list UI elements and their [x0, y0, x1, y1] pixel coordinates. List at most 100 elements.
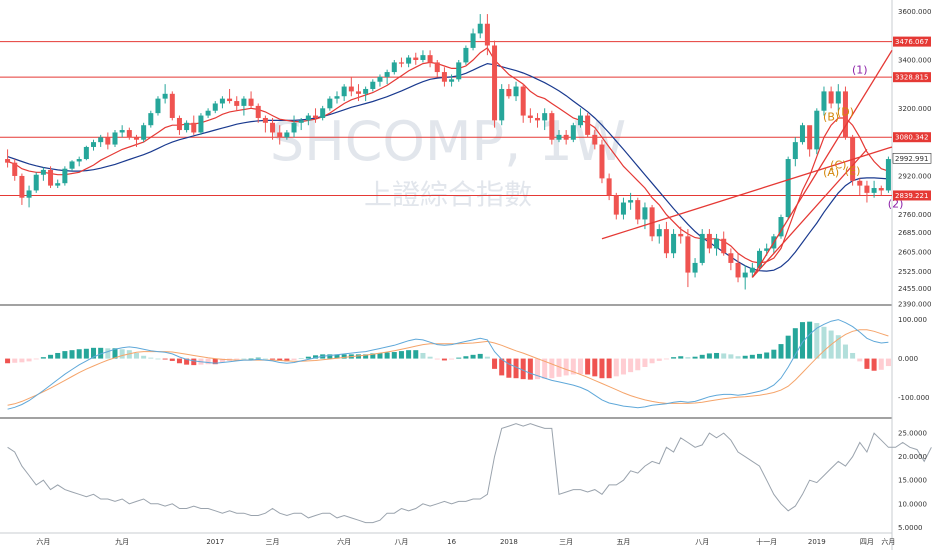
- macd-histogram-bar: [685, 357, 691, 359]
- macd-histogram-bar: [62, 351, 68, 359]
- trend-line: [751, 49, 893, 278]
- macd-histogram-bar: [492, 358, 498, 369]
- time-tick-label: 六月: [36, 537, 50, 546]
- macd-histogram-bar: [112, 348, 118, 359]
- macd-histogram-bar: [5, 358, 11, 364]
- macd-histogram-bar: [878, 358, 884, 370]
- candle: [527, 115, 533, 118]
- macd-histogram-bar: [248, 358, 254, 360]
- candle: [721, 238, 727, 254]
- candle: [112, 132, 118, 145]
- macd-histogram-bar: [284, 358, 290, 362]
- macd-histogram-bar: [26, 358, 32, 362]
- price-tick-label: 2390.000: [898, 301, 931, 309]
- macd-histogram-bar: [885, 358, 891, 367]
- macd-histogram-bar: [255, 357, 261, 359]
- price-tick-label: 2525.000: [898, 268, 931, 276]
- candle: [542, 113, 548, 121]
- macd-histogram-bar: [155, 358, 161, 360]
- macd-histogram-bar: [570, 358, 576, 375]
- candle: [40, 169, 46, 175]
- candle: [384, 72, 390, 77]
- macd-histogram-bar: [141, 355, 147, 359]
- price-level-badge-label: 3476.067: [895, 38, 928, 46]
- candle: [692, 262, 698, 273]
- macd-histogram-bar: [212, 358, 218, 365]
- ema-fast-line: [7, 47, 889, 264]
- lower-tick-label: 10.0000: [898, 500, 927, 508]
- macd-histogram-bar: [577, 358, 583, 375]
- macd-histogram-bar: [484, 356, 490, 359]
- price-level-badge-label: 2839.221: [895, 192, 928, 200]
- candle: [814, 110, 820, 150]
- macd-histogram-bar: [176, 358, 182, 364]
- price-level-badge-label: 3080.342: [895, 134, 928, 142]
- candle: [370, 81, 376, 89]
- candle: [313, 115, 319, 118]
- macd-histogram-bar: [706, 353, 712, 359]
- candle: [155, 98, 161, 114]
- candle: [327, 98, 333, 109]
- candle: [270, 122, 276, 133]
- candle: [355, 91, 361, 94]
- macd-histogram-bar: [778, 344, 784, 359]
- macd-histogram-bar: [835, 335, 841, 359]
- macd-histogram-bar: [69, 350, 75, 359]
- macd-histogram-bar: [785, 335, 791, 359]
- macd-histogram-bar: [663, 358, 669, 360]
- macd-tick-label: -100.000: [898, 394, 929, 402]
- time-tick-label: 2017: [206, 538, 224, 546]
- price-tick-label: 2455.000: [898, 285, 931, 293]
- macd-histogram-bar: [871, 358, 877, 371]
- candle: [757, 250, 763, 268]
- macd-histogram-bar: [105, 348, 111, 359]
- macd-histogram-bar: [814, 323, 820, 359]
- candle: [348, 86, 354, 92]
- price-tick-label: 2920.000: [898, 172, 931, 180]
- candle: [441, 72, 447, 82]
- candle: [706, 233, 712, 249]
- macd-histogram-bar: [499, 358, 505, 376]
- candle: [12, 162, 18, 176]
- macd-tick-label: 100.000: [898, 316, 927, 324]
- candles-group: [5, 14, 891, 290]
- candle: [169, 93, 175, 118]
- macd-tick-label: 0.000: [898, 355, 918, 363]
- candle: [391, 62, 397, 73]
- candle: [320, 108, 326, 118]
- macd-histogram-bar: [355, 354, 361, 359]
- macd-histogram-bar: [262, 358, 268, 360]
- candle: [148, 113, 154, 126]
- time-tick-label: 六月: [337, 537, 351, 546]
- watermark-symbol: SHCOMP, 1W: [270, 110, 626, 173]
- candle: [105, 137, 111, 145]
- macd-histogram-bar: [391, 352, 397, 359]
- macd-histogram-bar: [298, 358, 304, 359]
- macd-line: [7, 319, 889, 410]
- candle: [613, 195, 619, 215]
- macd-histogram-bar: [370, 353, 376, 359]
- macd-histogram-bar: [477, 353, 483, 359]
- candle: [255, 105, 261, 118]
- macd-histogram-bar: [470, 354, 476, 359]
- candle: [749, 267, 755, 273]
- macd-histogram-bar: [305, 356, 311, 359]
- macd-histogram-bar: [413, 350, 419, 359]
- candle: [241, 98, 247, 106]
- macd-histogram-bar: [420, 352, 426, 359]
- macd-histogram-bar: [12, 358, 18, 363]
- candle: [363, 88, 369, 94]
- macd-histogram-bar: [735, 356, 741, 359]
- lower-tick-label: 15.0000: [898, 477, 927, 485]
- candle: [807, 125, 813, 150]
- macd-histogram-bar: [449, 358, 455, 360]
- macd-histogram-bar: [606, 358, 612, 379]
- macd-histogram-bar: [742, 355, 748, 359]
- candle: [857, 180, 863, 186]
- macd-histogram-bar: [527, 358, 533, 380]
- candle: [520, 86, 526, 116]
- candle: [656, 229, 662, 237]
- candle: [714, 238, 720, 249]
- macd-histogram-bar: [184, 358, 190, 365]
